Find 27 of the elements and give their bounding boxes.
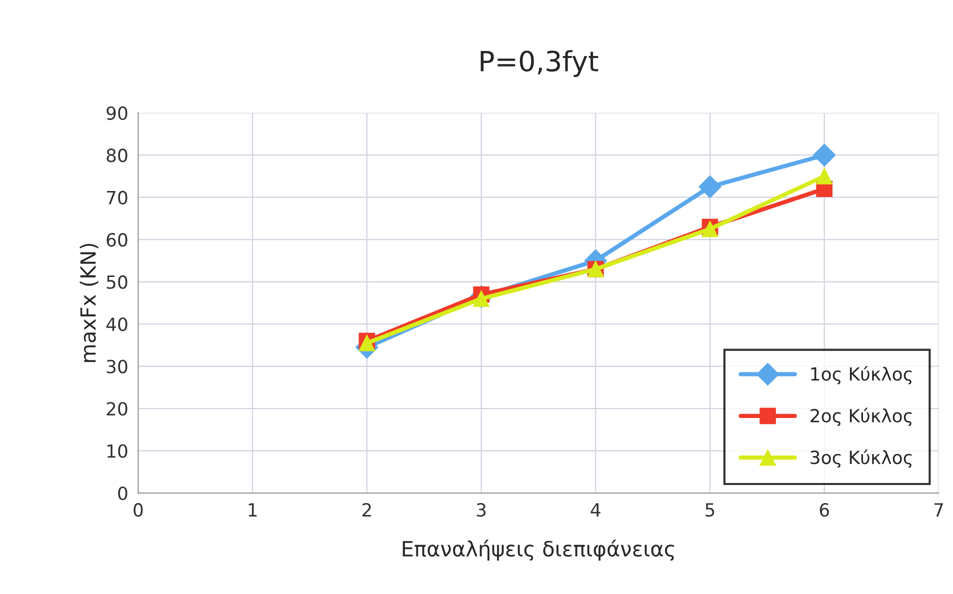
x-tick-label: 3 bbox=[476, 503, 486, 517]
y-tick-label: 20 bbox=[106, 402, 128, 416]
y-tick-label: 70 bbox=[106, 190, 128, 204]
y-tick-label: 50 bbox=[106, 275, 128, 289]
x-tick-label: 7 bbox=[934, 503, 943, 516]
y-tick-label: 0 bbox=[118, 486, 128, 500]
y-tick-label: 40 bbox=[106, 318, 128, 332]
x-tick-label: 0 bbox=[134, 503, 143, 517]
legend-label: 3ος Κύκλος bbox=[810, 450, 912, 468]
point bbox=[698, 175, 722, 198]
x-tick-label: 1 bbox=[248, 503, 257, 516]
y-tick-label: 60 bbox=[106, 233, 128, 247]
y-tick-label: 10 bbox=[107, 444, 128, 458]
x-tick-label: 2 bbox=[362, 503, 371, 516]
legend-label: 1ος Κύκλος bbox=[811, 366, 912, 384]
x-tick-label: 6 bbox=[820, 503, 829, 517]
point bbox=[816, 168, 833, 184]
point bbox=[813, 144, 836, 166]
y-tick-label: 80 bbox=[106, 148, 128, 162]
y-axis-title: maxFx (KN) bbox=[80, 244, 98, 362]
chart-title: P=0,3fyt bbox=[480, 50, 598, 77]
y-tick-label: 30 bbox=[106, 360, 128, 374]
y-tick-label: 90 bbox=[106, 106, 128, 120]
x-tick-label: 4 bbox=[590, 503, 600, 516]
x-axis-title: Επαναλήψεις διεπιφάνειας bbox=[402, 540, 674, 561]
x-tick-label: 5 bbox=[706, 503, 714, 517]
legend-label: 2ος Κύκλος bbox=[810, 408, 912, 426]
